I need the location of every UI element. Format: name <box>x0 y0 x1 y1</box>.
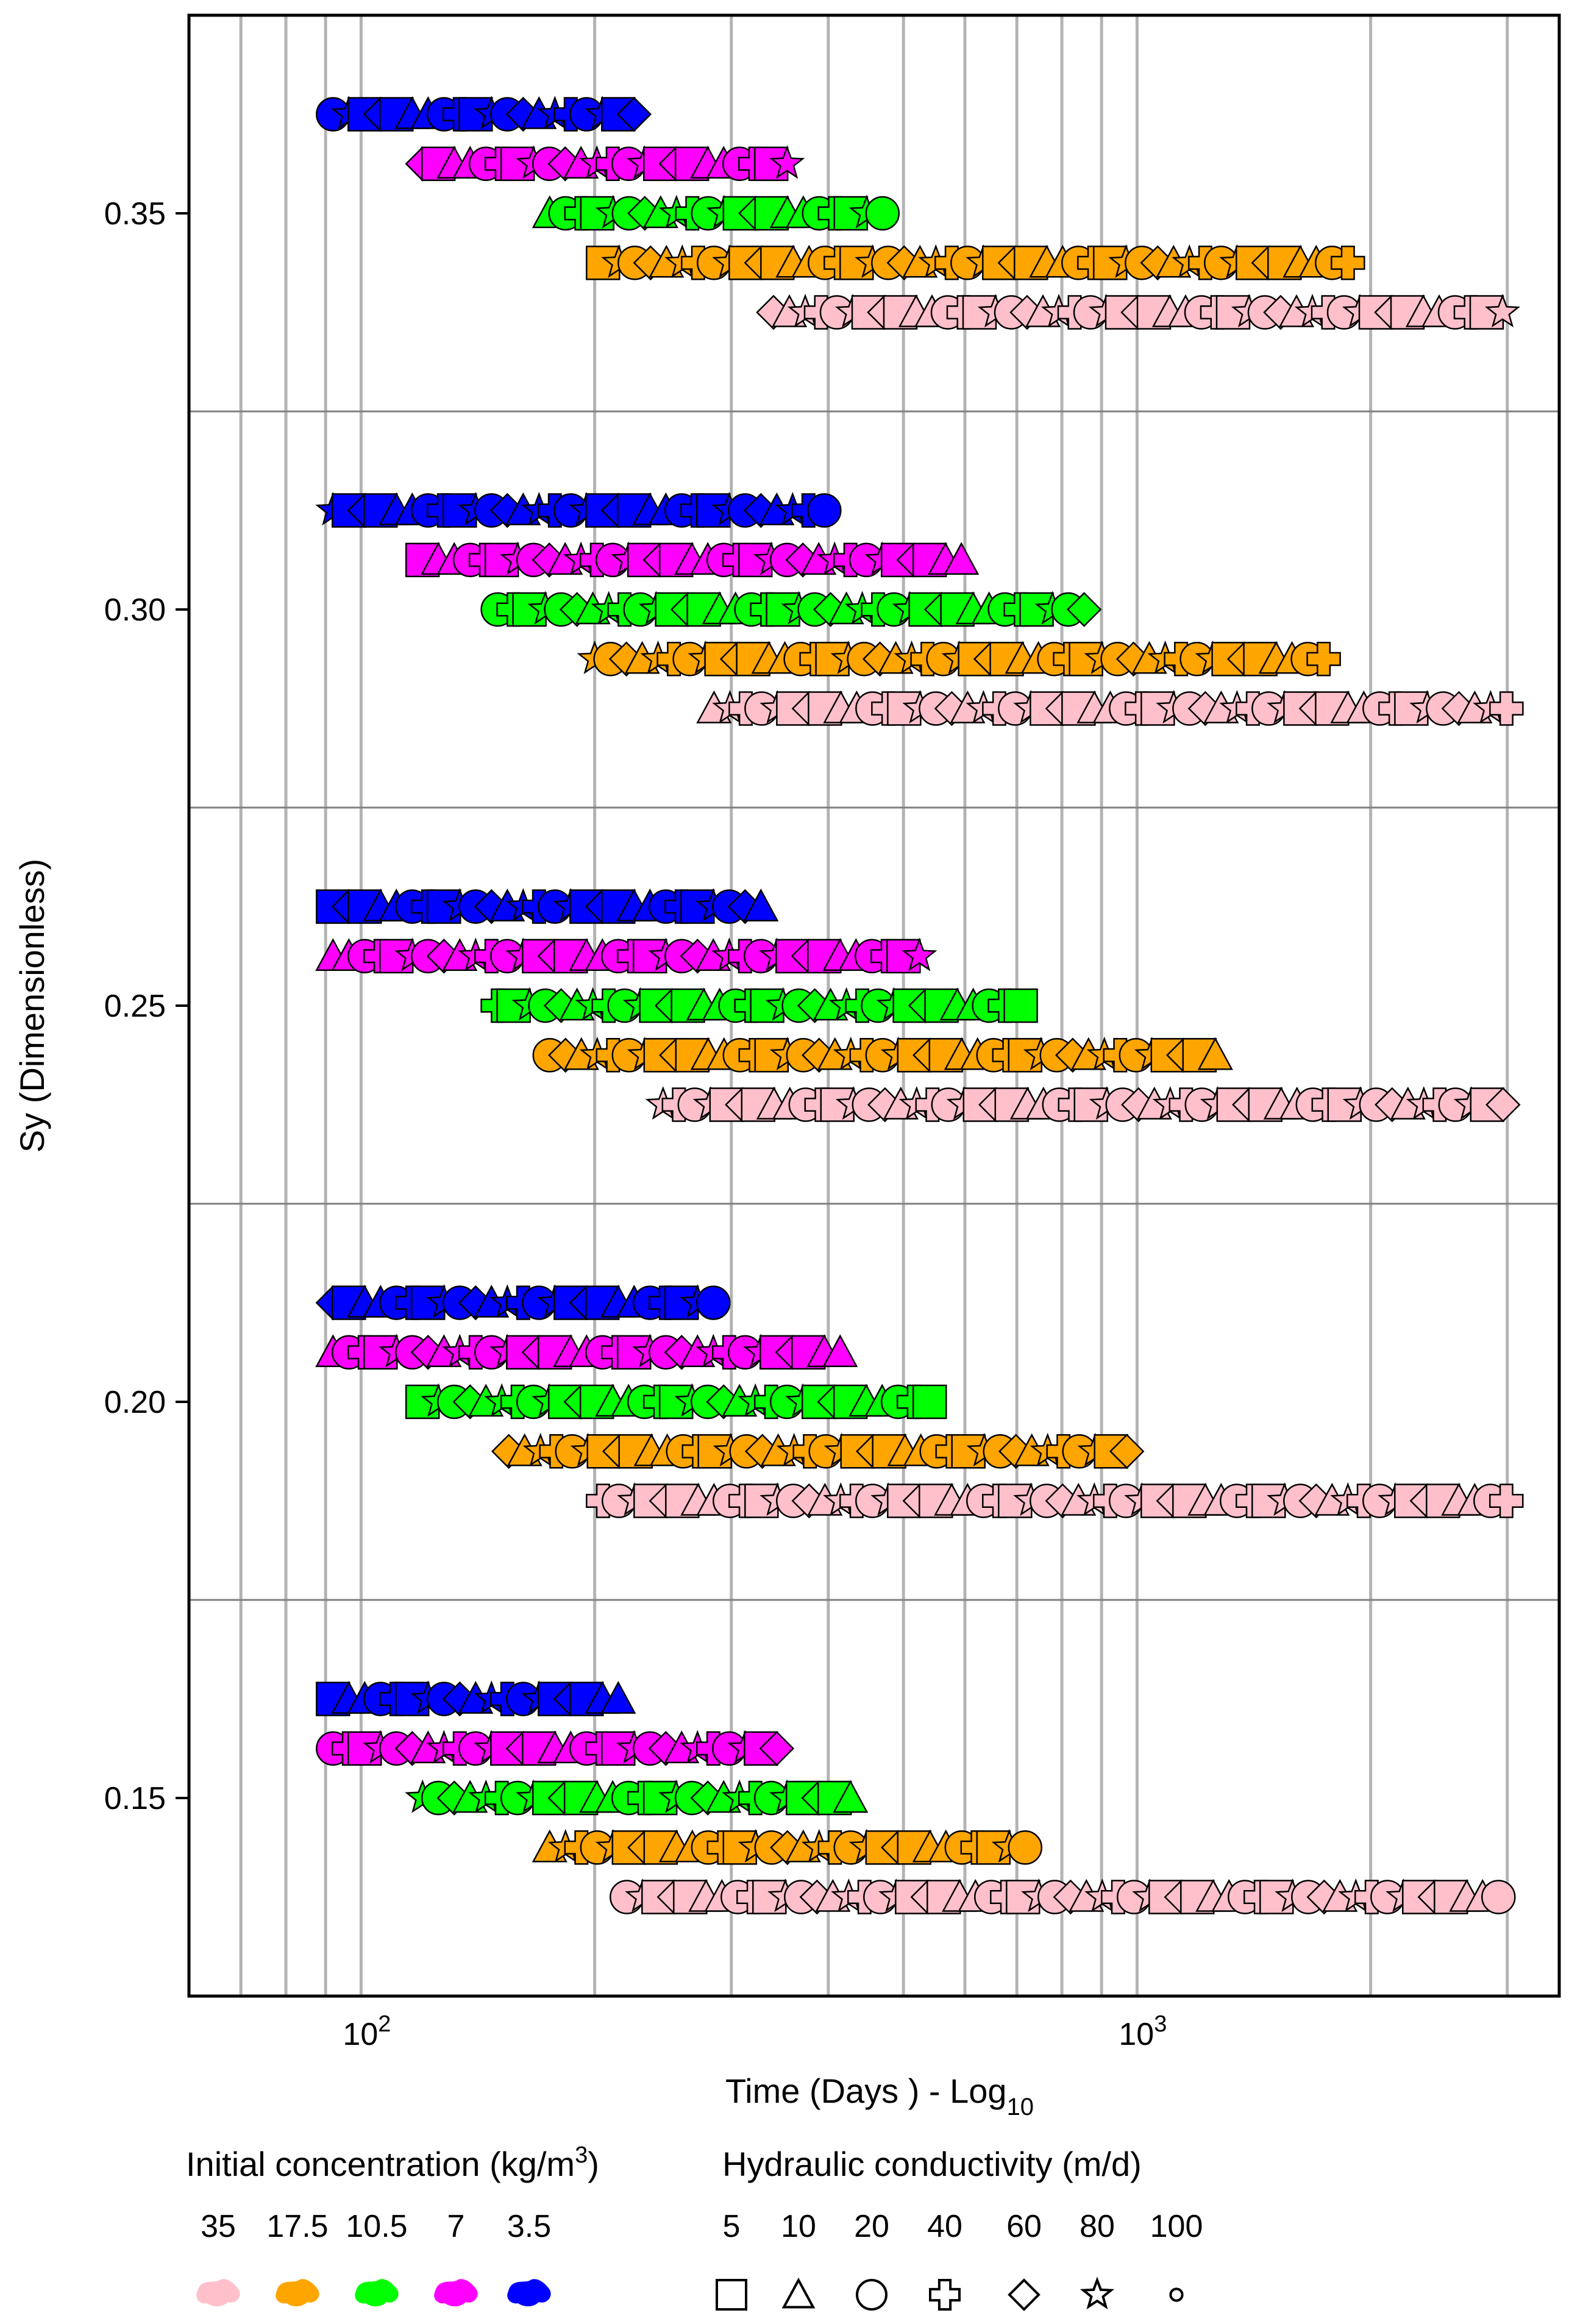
point-cross <box>1331 246 1365 280</box>
y-axis-title: Sy (Dimensionless) <box>13 859 51 1153</box>
legend-color-swatch <box>355 2279 399 2306</box>
legend-conductivity-value: 5 <box>723 2209 741 2244</box>
series-10.5-sy-0.3 <box>480 591 1102 627</box>
point-triangle <box>822 1334 858 1368</box>
series-10.5-sy-0.2 <box>405 1383 947 1420</box>
point-square <box>912 1384 947 1420</box>
legend-conductivity-value: 60 <box>1006 2209 1042 2244</box>
point-diamond <box>1485 1087 1521 1123</box>
series-7-sy-0.3 <box>405 541 980 578</box>
point-diamond <box>1066 592 1102 627</box>
series-35-sy-0.3 <box>696 689 1524 727</box>
legend-conductivity-value: 100 <box>1150 2209 1203 2244</box>
y-tick-labels: 0.15 0.20 0.25 0.30 0.35 <box>104 196 189 1816</box>
point-triangle <box>833 1780 869 1813</box>
series-35-sy-0.15 <box>610 1878 1516 1915</box>
x-tick-labels: 102 103 <box>343 2011 1167 2052</box>
y-tick-label: 0.20 <box>104 1385 166 1420</box>
series-3.5-sy-0.35 <box>316 95 652 132</box>
y-tick-label: 0.35 <box>104 196 166 232</box>
series-17.5-sy-0.15 <box>532 1828 1043 1866</box>
series-7-sy-0.2 <box>315 1334 858 1370</box>
legend-conductivity-value: 40 <box>927 2209 962 2244</box>
series-17.5-sy-0.2 <box>491 1432 1145 1469</box>
x-tick-label: 103 <box>1119 2011 1167 2052</box>
series-35-sy-0.25 <box>645 1086 1521 1123</box>
y-tick-label: 0.25 <box>104 989 166 1024</box>
series-3.5-sy-0.15 <box>316 1680 636 1717</box>
legend-conductivity-value: 80 <box>1080 2209 1115 2244</box>
legend-shape-square <box>716 2279 747 2311</box>
x-axis-title: Time (Days ) - Log10 <box>725 2072 1034 2120</box>
point-cross <box>1306 642 1341 677</box>
x-axis-title-main: Time (Days ) - Log <box>725 2072 1007 2110</box>
legend-shape-circle <box>856 2279 888 2311</box>
point-square <box>1003 988 1038 1023</box>
point-triangle <box>600 1680 636 1714</box>
series-35-sy-0.2 <box>586 1482 1524 1519</box>
x-axis-title-sub: 10 <box>1007 2094 1034 2120</box>
point-triangle <box>944 542 980 575</box>
point-diamond <box>616 96 652 132</box>
series-7-sy-0.35 <box>405 145 805 182</box>
legend-concentration-value: 17.5 <box>266 2209 328 2244</box>
legend-conductivity-value: 10 <box>781 2209 816 2244</box>
legend-color-swatch <box>507 2279 551 2306</box>
legend-color-swatch <box>434 2279 478 2306</box>
series-10.5-sy-0.35 <box>532 194 900 231</box>
series-10.5-sy-0.25 <box>480 987 1038 1023</box>
legend-shape-star <box>1080 2276 1115 2310</box>
point-diamond <box>1109 1434 1145 1469</box>
point-star <box>769 145 805 179</box>
series-3.5-sy-0.2 <box>315 1284 731 1321</box>
y-tick-label: 0.30 <box>104 592 166 628</box>
series-7-sy-0.25 <box>315 937 937 974</box>
series-10.5-sy-0.15 <box>405 1779 869 1816</box>
series-3.5-sy-0.3 <box>315 491 842 528</box>
y-tick-label: 0.15 <box>104 1781 166 1816</box>
point-star <box>1484 293 1521 328</box>
legend-shape-small-circle <box>1169 2287 1184 2302</box>
legend-concentration-value: 7 <box>447 2209 465 2244</box>
point-circle <box>1481 1880 1516 1914</box>
series-3.5-sy-0.25 <box>316 887 779 925</box>
data-marks <box>315 95 1524 1915</box>
legend: 35 17.5 10.5 7 3.5 5 10 20 40 60 80 100 <box>196 2209 1203 2311</box>
legend-shape-diamond <box>1008 2278 1041 2311</box>
point-triangle <box>1197 1037 1233 1070</box>
legend-concentration-value: 35 <box>201 2209 236 2244</box>
series-17.5-sy-0.25 <box>532 1036 1233 1073</box>
legend-color-swatch <box>196 2279 240 2306</box>
legend-concentration-title: Initial concentration (kg/m3) <box>186 2142 599 2183</box>
point-cross <box>1489 1484 1524 1518</box>
legend-conductivity-title: Hydraulic conductivity (m/d) <box>722 2145 1142 2183</box>
legend-concentration-value: 10.5 <box>346 2209 407 2244</box>
point-circle <box>1008 1830 1043 1865</box>
legend-shape-triangle <box>781 2277 816 2309</box>
point-star <box>902 937 937 972</box>
point-diamond <box>759 1731 795 1766</box>
legend-color-swatch <box>276 2279 319 2306</box>
legend-concentration-value: 3.5 <box>507 2209 551 2244</box>
series-17.5-sy-0.3 <box>577 640 1341 677</box>
series-7-sy-0.15 <box>316 1730 795 1766</box>
series-17.5-sy-0.35 <box>586 244 1365 281</box>
point-triangle <box>743 888 779 922</box>
point-circle <box>865 196 900 231</box>
legend-conductivity-value: 20 <box>854 2209 889 2244</box>
x-tick-label: 102 <box>343 2011 391 2052</box>
point-circle <box>807 493 842 528</box>
point-circle <box>696 1285 731 1320</box>
point-cross <box>1489 691 1524 726</box>
series-35-sy-0.35 <box>756 293 1521 330</box>
legend-shape-cross <box>929 2279 961 2311</box>
